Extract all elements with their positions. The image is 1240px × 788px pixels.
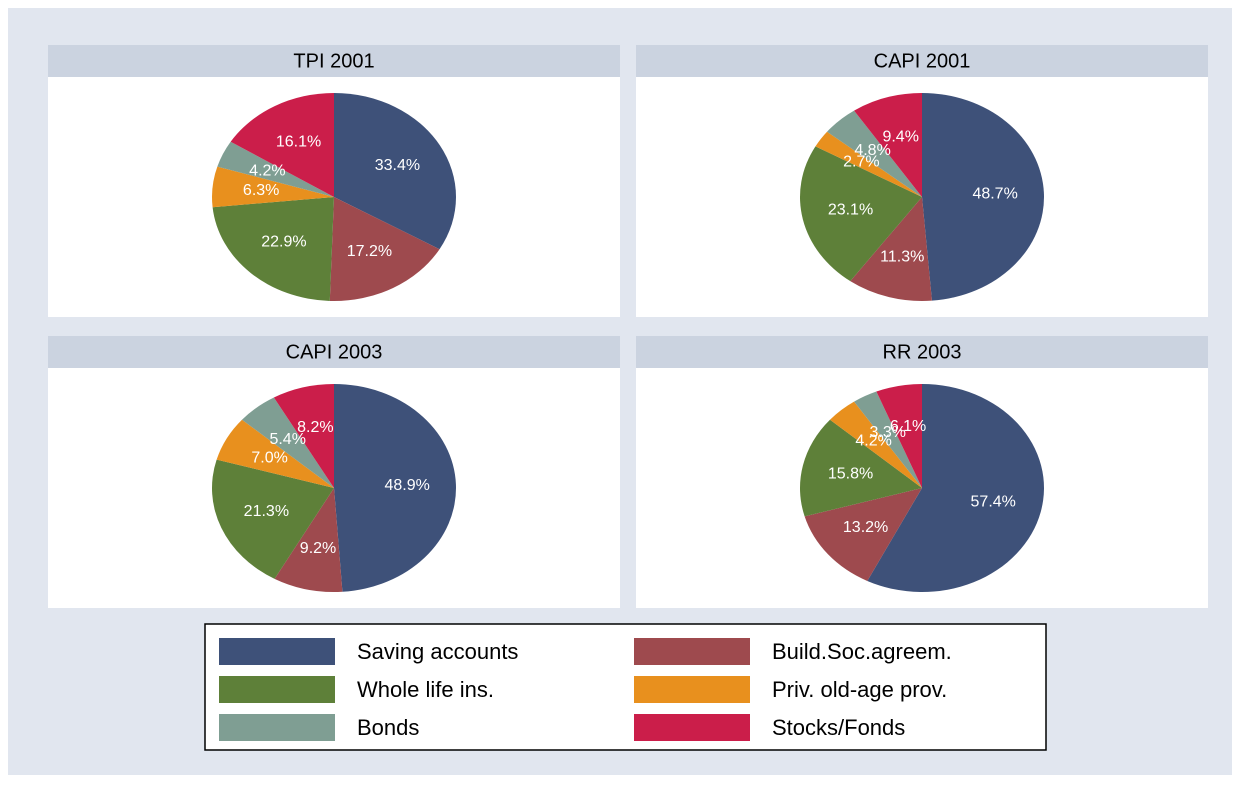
pie-slice bbox=[922, 93, 1045, 301]
panel-title-band bbox=[636, 45, 1208, 77]
legend-swatch bbox=[634, 714, 750, 741]
pie-slice bbox=[241, 397, 334, 488]
panel-title-band bbox=[48, 45, 620, 77]
legend-swatch bbox=[219, 676, 335, 703]
pie-slice bbox=[850, 197, 932, 301]
pie-slice bbox=[211, 166, 334, 208]
slice-label: 9.4% bbox=[882, 129, 918, 146]
slice-label: 6.3% bbox=[243, 182, 279, 199]
slice-label: 6.1% bbox=[890, 418, 926, 435]
pie-slice bbox=[854, 391, 922, 488]
pie-slice bbox=[211, 459, 334, 579]
pie-slice bbox=[334, 93, 456, 250]
slice-label: 5.4% bbox=[269, 431, 305, 448]
panel-title: CAPI 2003 bbox=[286, 341, 383, 363]
panel-title: CAPI 2001 bbox=[874, 50, 971, 72]
slice-label: 2.7% bbox=[843, 153, 879, 170]
slice-label: 16.1% bbox=[276, 134, 321, 151]
pie-slice bbox=[273, 384, 334, 488]
pie-slice bbox=[329, 197, 440, 301]
panel-title-band bbox=[636, 336, 1208, 368]
slice-label: 48.7% bbox=[972, 186, 1017, 203]
slice-label: 7.0% bbox=[251, 450, 287, 467]
slice-label: 4.8% bbox=[854, 142, 890, 159]
slice-label: 57.4% bbox=[971, 494, 1016, 511]
pie-slice bbox=[827, 110, 922, 197]
pie-slice bbox=[217, 141, 334, 197]
legend-label: Priv. old-age prov. bbox=[772, 677, 947, 702]
pie-slice bbox=[876, 384, 922, 488]
legend-swatch bbox=[634, 638, 750, 665]
pie-slice bbox=[799, 419, 922, 517]
panel-title: RR 2003 bbox=[883, 341, 962, 363]
pie-slice bbox=[274, 488, 343, 592]
slice-label: 21.3% bbox=[244, 503, 289, 520]
pie-slice bbox=[212, 197, 334, 301]
pie-slice bbox=[800, 146, 922, 282]
slice-label: 4.2% bbox=[855, 432, 891, 449]
legend-label: Saving accounts bbox=[357, 639, 518, 664]
legend-swatch bbox=[219, 638, 335, 665]
legend-swatch bbox=[219, 714, 335, 741]
pie-slice bbox=[804, 488, 922, 581]
slice-label: 22.9% bbox=[261, 234, 306, 251]
panel-title-band bbox=[48, 336, 620, 368]
slice-label: 33.4% bbox=[375, 157, 420, 174]
legend-label: Whole life ins. bbox=[357, 677, 494, 702]
pie-slice bbox=[829, 401, 922, 488]
pie-slice bbox=[334, 384, 456, 592]
pie-slice bbox=[854, 93, 922, 197]
slice-label: 9.2% bbox=[300, 540, 336, 557]
slice-label: 11.3% bbox=[880, 248, 924, 265]
slice-label: 23.1% bbox=[828, 202, 873, 219]
legend-label: Build.Soc.agreem. bbox=[772, 639, 952, 664]
slice-label: 4.2% bbox=[249, 162, 285, 179]
slice-label: 17.2% bbox=[347, 243, 392, 260]
slice-label: 15.8% bbox=[828, 466, 873, 483]
legend-box bbox=[204, 623, 1047, 751]
legend-label: Bonds bbox=[357, 715, 419, 740]
pie-slice bbox=[815, 131, 922, 197]
pie-slice bbox=[230, 93, 334, 197]
slice-label: 13.2% bbox=[843, 519, 888, 536]
slice-label: 3.3% bbox=[870, 424, 906, 441]
pie-slice bbox=[867, 384, 1044, 592]
panel-title: TPI 2001 bbox=[293, 50, 374, 72]
pie-slice bbox=[216, 419, 334, 488]
legend-label: Stocks/Fonds bbox=[772, 715, 905, 740]
legend-swatch bbox=[634, 676, 750, 703]
slice-label: 8.2% bbox=[297, 419, 333, 436]
slice-label: 48.9% bbox=[384, 477, 429, 494]
